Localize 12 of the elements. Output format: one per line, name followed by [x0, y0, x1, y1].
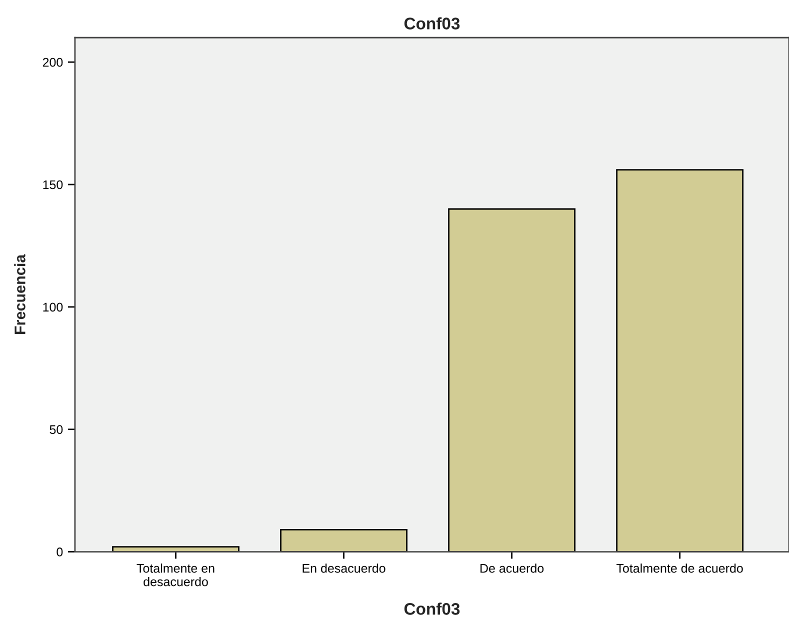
y-tick-label: 150: [43, 180, 63, 190]
y-axis-title: Frecuencia: [14, 254, 26, 334]
y-tick-label: 100: [43, 302, 63, 312]
x-tick-label: Totalmente de acuerdo: [616, 564, 743, 573]
x-axis-title: Conf03: [404, 602, 460, 615]
y-tick-label: 0: [56, 548, 63, 556]
x-tick-label: En desacuerdo: [302, 564, 386, 573]
x-tick-label: Totalmente en desacuerdo: [136, 564, 214, 586]
chart-title: Conf03: [404, 17, 460, 30]
y-tick-label: 50: [50, 425, 63, 434]
x-tick-label: De acuerdo: [480, 564, 544, 573]
y-tick-label: 200: [42, 58, 63, 67]
